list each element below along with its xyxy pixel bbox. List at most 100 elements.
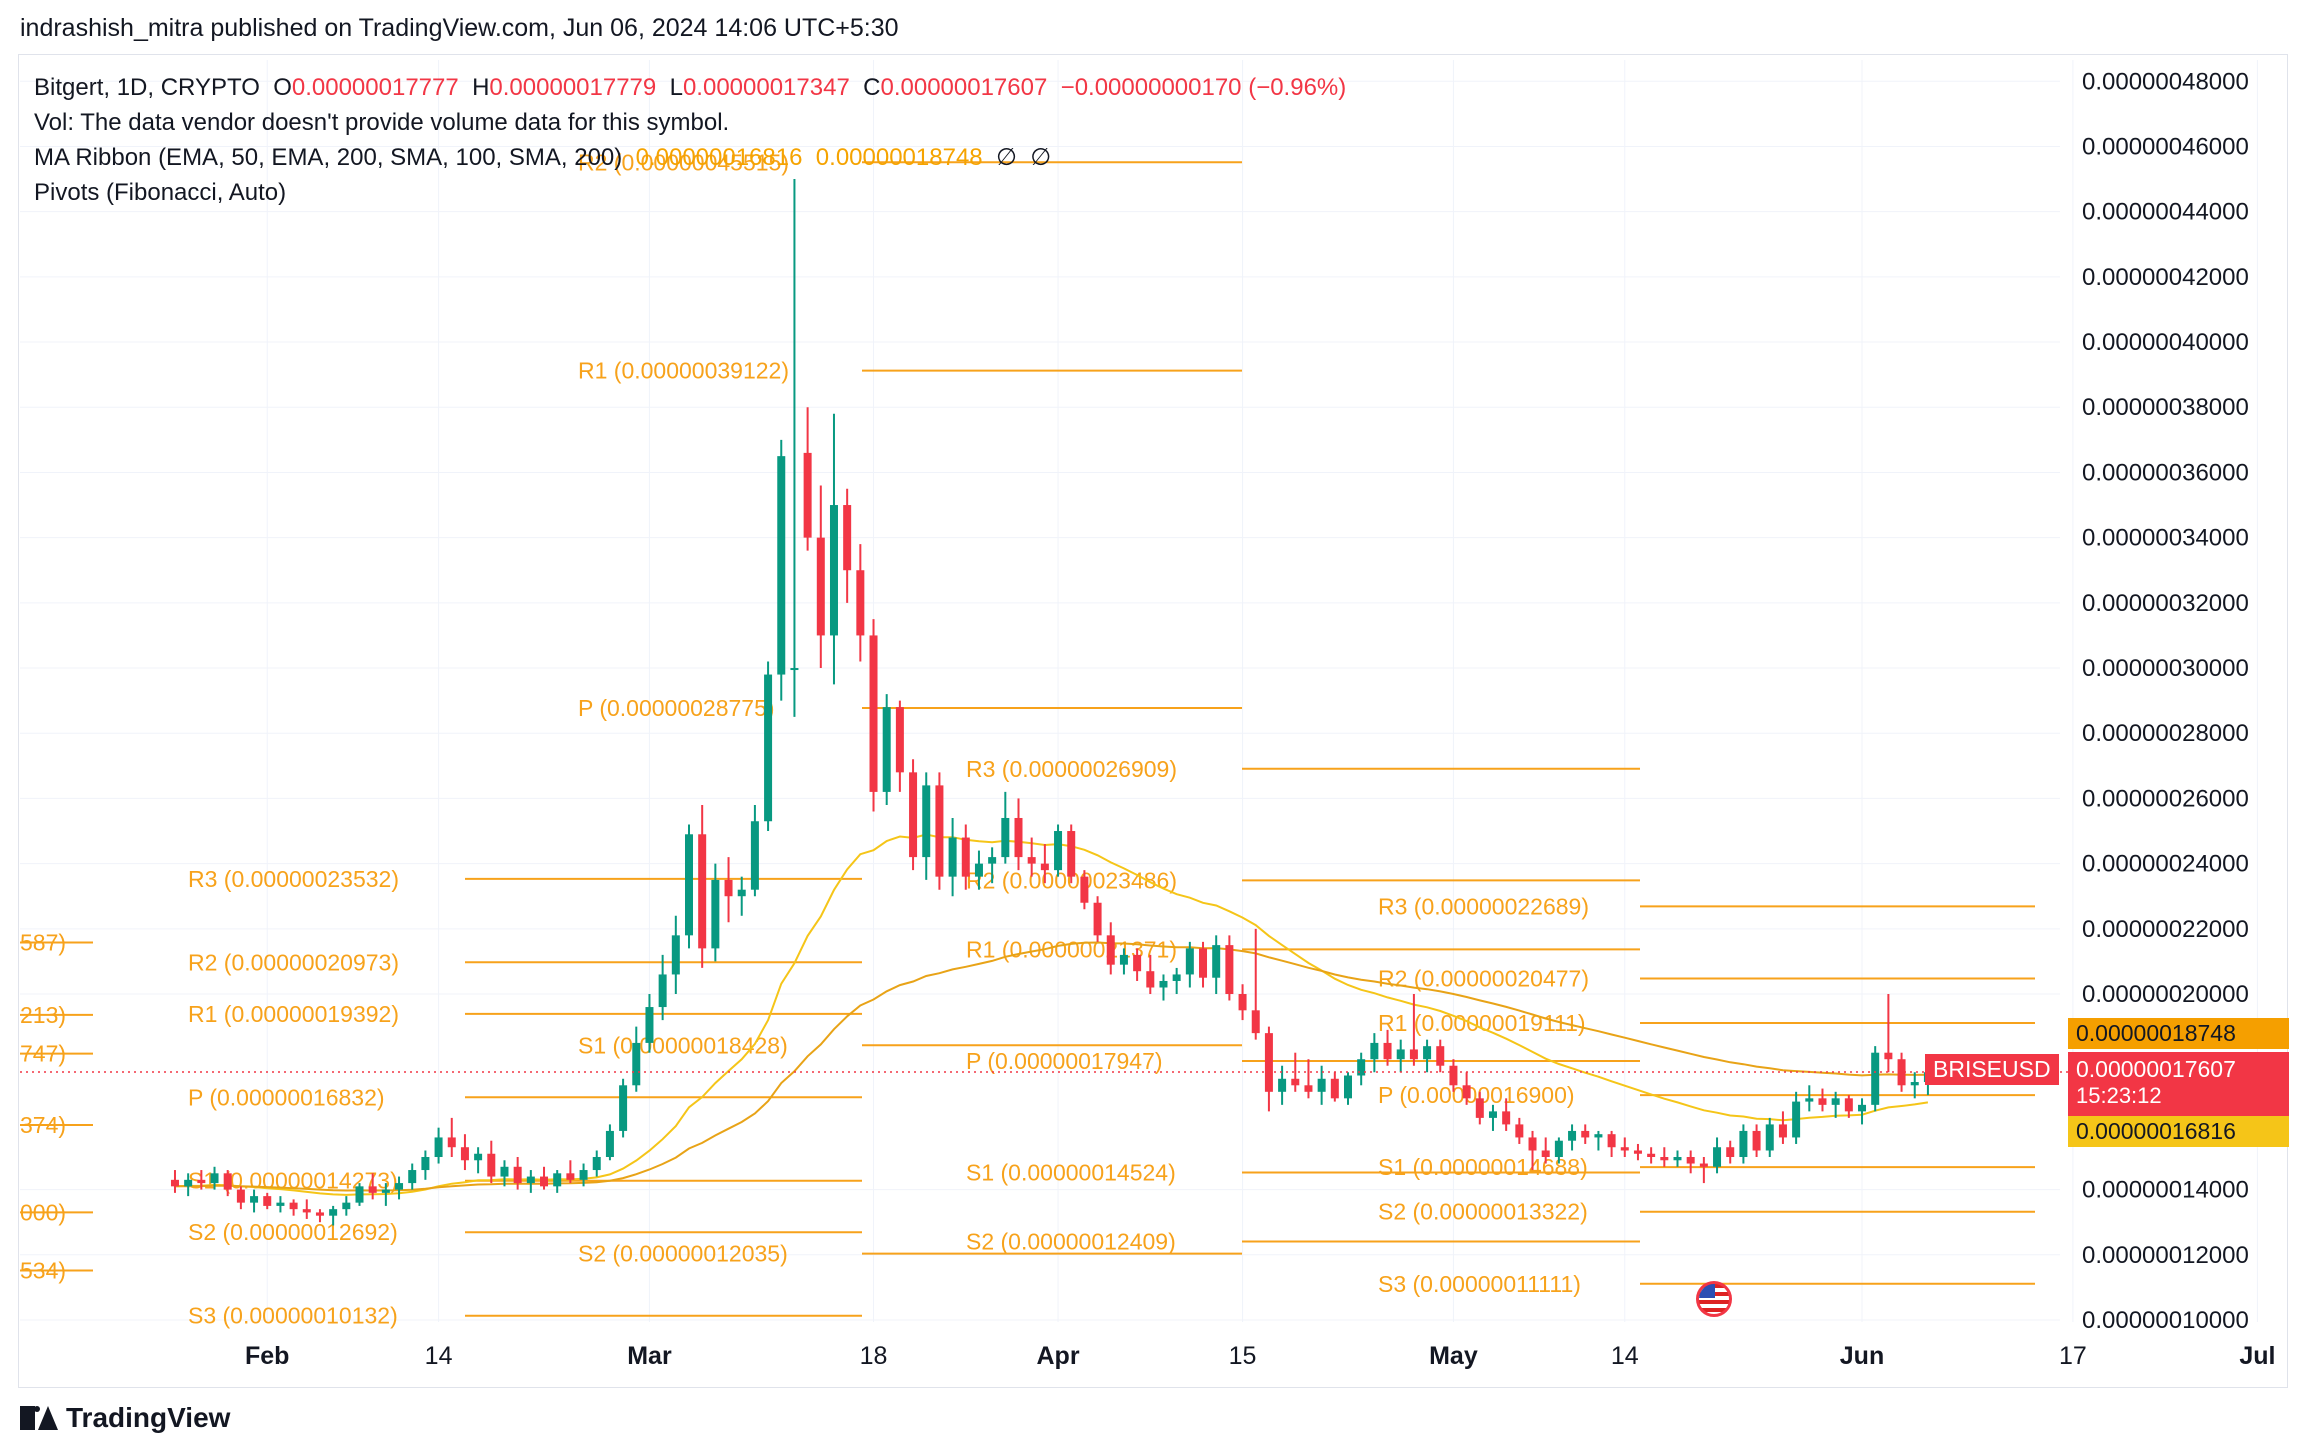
- candle-body: [250, 1196, 259, 1203]
- candle-up: [1396, 1039, 1405, 1073]
- candle-body: [1159, 980, 1168, 988]
- last-price-box: 0.00000017607 15:23:12: [2068, 1052, 2289, 1116]
- candle-body: [895, 707, 904, 773]
- candle-down: [460, 1134, 469, 1171]
- candle-up: [1858, 1098, 1867, 1125]
- price-tick-label: 0.00000038000: [2082, 394, 2249, 421]
- low-value: 0.00000017347: [682, 74, 850, 101]
- candle-down: [895, 700, 904, 792]
- candle-up: [184, 1173, 193, 1197]
- candle-down: [1844, 1095, 1853, 1118]
- candle-up: [777, 439, 786, 701]
- us-flag-icon[interactable]: [1696, 1281, 1732, 1317]
- pivot-label: 374): [20, 1112, 66, 1138]
- candle-body: [421, 1157, 430, 1171]
- candle-down: [1225, 935, 1234, 1001]
- candle-up: [1594, 1130, 1603, 1151]
- price-tick-label: 0.00000048000: [2082, 68, 2249, 95]
- pivot-label: S2 (0.00000013322): [1378, 1199, 1588, 1225]
- price-axis: 0.00000048000 0.00000046000 0.00000044000 0…: [2082, 68, 2249, 1334]
- candle-body: [197, 1179, 206, 1184]
- candle-body: [1040, 863, 1049, 871]
- ma-value-1: 0.00000016816: [635, 144, 803, 171]
- candle-down: [1752, 1124, 1761, 1158]
- symbol-price-tag: BRISEUSD: [1925, 1054, 2059, 1085]
- candle-body: [1291, 1078, 1300, 1086]
- price-tick-label: 0.00000034000: [2082, 525, 2249, 552]
- candle-down: [1251, 928, 1260, 1040]
- candle-up: [579, 1163, 588, 1187]
- candle-up: [1001, 791, 1010, 864]
- candle-down: [1304, 1059, 1313, 1099]
- ma-value-2: 0.00000018748: [815, 144, 983, 171]
- candle-down: [869, 619, 878, 812]
- candle-body: [1357, 1059, 1366, 1076]
- candle-up: [342, 1196, 351, 1216]
- candle-body: [816, 537, 825, 636]
- candle-up: [1344, 1072, 1352, 1105]
- candle-down: [1383, 1029, 1392, 1066]
- price-tick-label: 0.00000044000: [2082, 199, 2249, 226]
- candle-body: [1199, 948, 1208, 978]
- pivot-label: 534): [20, 1257, 66, 1283]
- candle-down: [289, 1199, 298, 1216]
- time-tick-label: Mar: [627, 1342, 672, 1370]
- candle-body: [1713, 1147, 1722, 1167]
- open-value: 0.00000017777: [291, 74, 459, 101]
- candle-body: [289, 1202, 298, 1210]
- time-axis: Feb 14 Mar 18 Apr 15 May 14 Jun 17 Jul: [245, 1342, 2275, 1370]
- chart-frame: [18, 54, 2288, 1388]
- candle-up: [1278, 1065, 1287, 1105]
- pivot-label: 213): [20, 1002, 66, 1028]
- pivot-label: R2 (0.00000045515): [578, 149, 789, 175]
- pivot-label: R1 (0.00000019392): [188, 1001, 399, 1027]
- candle-body: [1502, 1111, 1511, 1125]
- candle-body: [1831, 1098, 1840, 1105]
- candle-body: [315, 1212, 324, 1216]
- candle-body: [566, 1173, 575, 1180]
- tradingview-logo[interactable]: TradingView: [20, 1402, 230, 1434]
- candle-up: [1554, 1137, 1563, 1164]
- candle-body: [1739, 1130, 1748, 1158]
- candle-body: [698, 834, 707, 949]
- candle-body: [1462, 1085, 1471, 1099]
- candle-up: [500, 1160, 509, 1187]
- candle-body: [263, 1196, 272, 1206]
- candle-down: [1528, 1130, 1537, 1171]
- candle-body: [605, 1130, 614, 1158]
- candle-body: [1792, 1101, 1801, 1138]
- candle-body: [1396, 1049, 1405, 1060]
- candle-down: [513, 1157, 522, 1190]
- candle-body: [1014, 817, 1023, 858]
- candle-down: [1633, 1143, 1642, 1161]
- candle-body: [592, 1157, 601, 1171]
- candle-up: [671, 915, 680, 995]
- candle-down: [1449, 1059, 1458, 1092]
- candle-body: [1541, 1150, 1550, 1158]
- pivot-label: S2 (0.00000012035): [578, 1241, 788, 1267]
- price-tick-label: 0.00000042000: [2082, 264, 2249, 291]
- pivot-label: P (0.00000017947): [966, 1048, 1163, 1074]
- candle-down: [1436, 1039, 1445, 1073]
- high-value: 0.00000017779: [489, 74, 657, 101]
- candle-body: [988, 857, 997, 864]
- candle-body: [750, 821, 759, 890]
- ema50-price-tag: 0.00000016816: [2068, 1116, 2289, 1147]
- price-tick-label: 0.00000010000: [2082, 1307, 2249, 1334]
- candle-body: [184, 1179, 193, 1187]
- price-tick-label: 0.00000014000: [2082, 1177, 2249, 1204]
- ema200-line: [174, 941, 1928, 1192]
- time-tick-label: May: [1429, 1342, 1478, 1370]
- candle-body: [460, 1147, 469, 1161]
- candle-body: [1001, 817, 1010, 858]
- change-value: −0.00000000170 (−0.96%): [1060, 74, 1347, 101]
- candle-body: [355, 1186, 364, 1203]
- candle-down: [1884, 994, 1893, 1073]
- candle-down: [961, 824, 970, 890]
- candle-body: [170, 1179, 179, 1187]
- candle-body: [1317, 1078, 1326, 1092]
- candle-up: [790, 179, 799, 717]
- ma-ribbon-label: MA Ribbon (EMA, 50, EMA, 200, SMA, 100, …: [34, 144, 623, 171]
- last-price-value: 0.00000017607: [2076, 1056, 2236, 1082]
